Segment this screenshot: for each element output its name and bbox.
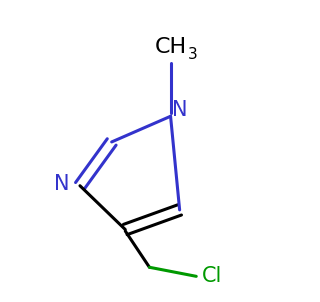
Text: N: N — [172, 100, 188, 120]
Text: 3: 3 — [188, 47, 197, 62]
Text: Cl: Cl — [202, 266, 223, 286]
Text: N: N — [54, 174, 70, 194]
Text: CH: CH — [155, 37, 187, 57]
